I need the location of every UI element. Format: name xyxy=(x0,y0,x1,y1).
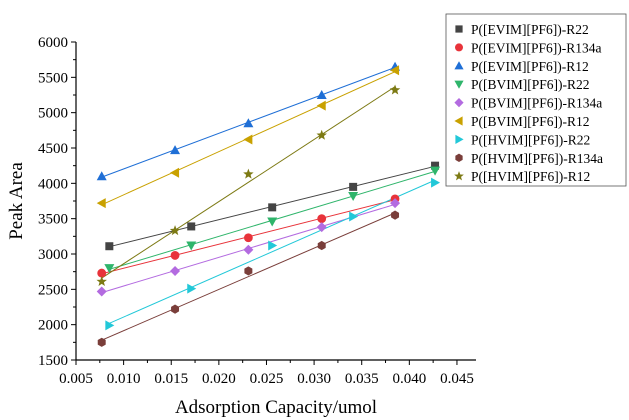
data-point-series-4 xyxy=(348,192,359,202)
data-point-series-3 xyxy=(243,118,254,128)
data-point-series-5 xyxy=(96,286,107,297)
fit-line-series-8 xyxy=(101,212,396,341)
data-point-series-1 xyxy=(349,182,358,191)
data-point-series-9 xyxy=(316,129,327,140)
data-point-series-2 xyxy=(317,214,327,224)
legend-marker-5 xyxy=(454,98,464,108)
data-point-series-7 xyxy=(268,240,278,251)
data-point-series-3 xyxy=(316,90,327,99)
data-point-series-9 xyxy=(169,225,181,236)
x-axis-label: Adsorption Capacity/umol xyxy=(175,397,377,418)
data-point-series-3 xyxy=(96,171,107,181)
legend-marker-3 xyxy=(454,61,464,70)
legend-marker-6 xyxy=(454,116,463,126)
data-point-series-6 xyxy=(390,65,400,76)
x-tick-label: 0.040 xyxy=(392,371,426,387)
legend-marker-1 xyxy=(455,25,463,33)
data-point-series-8 xyxy=(97,337,106,347)
y-tick-label: 4500 xyxy=(38,141,68,157)
y-tick-label: 5500 xyxy=(38,70,68,86)
x-tick-label: 0.005 xyxy=(59,371,93,387)
axes xyxy=(75,42,476,361)
data-point-series-3 xyxy=(170,145,181,155)
data-point-series-2 xyxy=(243,233,253,243)
data-point-series-6 xyxy=(96,198,106,209)
x-tick-label: 0.015 xyxy=(154,371,188,387)
data-point-series-7 xyxy=(105,320,115,331)
data-point-series-5 xyxy=(243,244,254,255)
data-point-series-7 xyxy=(187,283,197,294)
y-tick-label: 2500 xyxy=(38,282,68,298)
legend-marker-4 xyxy=(454,80,464,89)
legend-label-5: P([BVIM][PF6])-R134a xyxy=(471,96,602,111)
legend-marker-8 xyxy=(455,153,463,162)
data-point-series-7 xyxy=(349,211,359,222)
legend-label-6: P([BVIM][PF6])-R12 xyxy=(471,114,590,129)
data-point-series-5 xyxy=(316,222,327,233)
data-point-series-6 xyxy=(243,134,253,145)
data-point-series-8 xyxy=(317,240,326,251)
y-tick-label: 2000 xyxy=(38,318,68,334)
x-tick-label: 0.020 xyxy=(202,371,236,387)
data-point-series-5 xyxy=(170,265,181,276)
y-axis-label: Peak Area xyxy=(6,162,27,240)
data-point-series-5 xyxy=(390,198,401,209)
data-point-series-9 xyxy=(243,168,254,179)
data-point-series-8 xyxy=(391,210,400,220)
fit-line-series-7 xyxy=(109,179,436,324)
legend-label-3: P([EVIM][PF6])-R12 xyxy=(471,59,589,74)
y-tick-label: 5000 xyxy=(38,106,68,122)
data-point-series-4 xyxy=(267,217,278,227)
data-point-series-8 xyxy=(244,266,253,276)
data-point-series-1 xyxy=(105,242,114,251)
y-tick-label: 6000 xyxy=(38,35,68,51)
legend-label-4: P([BVIM][PF6])-R22 xyxy=(471,77,590,92)
legend-marker-7 xyxy=(455,134,464,144)
y-ticks: 1500 2000 2500 3000 3500 4000 4500 5000 5500 6000 xyxy=(38,35,76,369)
x-tick-label: 0.010 xyxy=(107,371,141,387)
legend-label-2: P([EVIM][PF6])-R134a xyxy=(471,40,602,55)
x-tick-label: 0.030 xyxy=(297,371,331,387)
data-point-series-8 xyxy=(171,304,180,314)
legend-label-7: P([HVIM][PF6])-R22 xyxy=(471,132,590,147)
data-markers xyxy=(96,61,441,347)
data-point-series-2 xyxy=(170,251,180,260)
x-ticks: 0.005 0.010 0.015 0.020 0.025 0.030 0.035 0.040… xyxy=(59,360,474,387)
data-point-series-4 xyxy=(186,241,197,251)
data-point-series-1 xyxy=(431,161,440,170)
data-point-series-1 xyxy=(268,203,277,212)
data-point-series-9 xyxy=(96,276,107,287)
fit-line-series-9 xyxy=(101,86,396,279)
x-tick-label: 0.025 xyxy=(250,371,284,387)
data-point-series-2 xyxy=(97,268,107,278)
data-point-series-4 xyxy=(104,264,115,274)
x-tick-label: 0.045 xyxy=(440,371,474,387)
x-tick-label: 0.035 xyxy=(345,371,379,387)
data-point-series-4 xyxy=(430,166,441,176)
data-point-series-9 xyxy=(389,84,401,95)
legend-label-1: P([EVIM][PF6])-R22 xyxy=(471,22,589,37)
data-point-series-6 xyxy=(316,100,326,111)
y-tick-label: 1500 xyxy=(38,353,68,369)
legend-label-9: P([HVIM][PF6])-R12 xyxy=(471,169,590,184)
legend-box xyxy=(445,13,627,187)
data-point-series-7 xyxy=(431,177,441,188)
data-point-series-6 xyxy=(170,167,180,178)
legend: P([EVIM][PF6])-R22 P([EVIM][PF6])-R134a P(… xyxy=(445,13,627,187)
legend-marker-9 xyxy=(454,171,464,181)
y-tick-label: 3500 xyxy=(38,212,68,228)
legend-label-8: P([HVIM][PF6])-R134a xyxy=(471,151,603,166)
legend-marker-2 xyxy=(455,43,463,52)
y-tick-label: 3000 xyxy=(38,247,68,263)
y-tick-label: 4000 xyxy=(38,176,68,192)
data-point-series-1 xyxy=(187,222,196,231)
